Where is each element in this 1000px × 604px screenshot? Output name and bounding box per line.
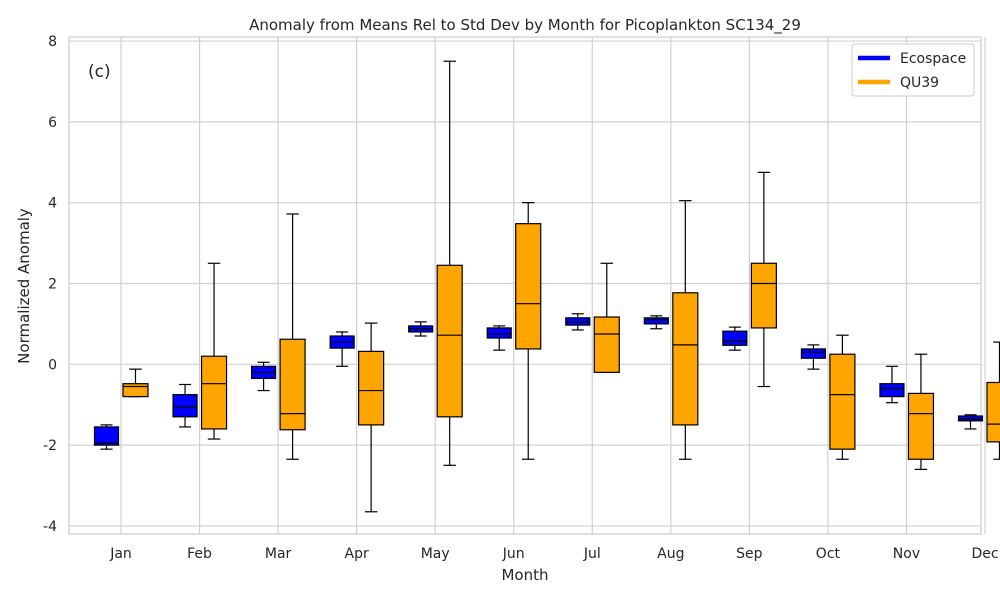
x-tick-label: Apr	[345, 546, 369, 562]
box-body	[594, 317, 619, 372]
box-body	[987, 382, 1000, 441]
y-tick-label: 4	[48, 196, 57, 212]
legend: Ecospace QU39	[852, 44, 974, 96]
box-body	[95, 427, 119, 445]
x-tick-label: Mar	[265, 546, 292, 562]
x-tick-label: May	[421, 546, 450, 562]
box-body	[801, 349, 825, 358]
box-body	[487, 328, 511, 338]
box-body	[880, 384, 904, 397]
y-tick-label: 6	[48, 115, 57, 131]
box-qu39-dec	[987, 342, 1000, 459]
x-tick-label: Jul	[583, 546, 601, 562]
y-tick-label: 0	[48, 357, 57, 373]
chart-title: Anomaly from Means Rel to Std Dev by Mon…	[249, 16, 801, 35]
box-body	[644, 318, 668, 324]
y-tick-label: -4	[43, 519, 57, 535]
box-body	[173, 395, 197, 417]
y-axis-label: Normalized Anomaly	[15, 208, 33, 364]
x-tick-label: Oct	[816, 546, 841, 562]
panel-label: (c)	[88, 62, 111, 82]
legend-label-qu39: QU39	[900, 75, 939, 91]
x-tick-label: Aug	[657, 546, 684, 562]
y-tick-label: 2	[48, 276, 57, 292]
box-ecospace-jan	[95, 425, 119, 449]
box-body	[751, 263, 776, 328]
legend-label-ecospace: Ecospace	[900, 51, 966, 67]
x-tick-label: Jan	[109, 546, 132, 562]
y-tick-label: -2	[43, 438, 57, 454]
box-body	[437, 265, 462, 417]
box-body	[673, 293, 698, 425]
box-body	[359, 351, 384, 425]
x-tick-label: Dec	[971, 546, 998, 562]
y-tick-label: 8	[48, 34, 57, 50]
box-body	[516, 224, 541, 349]
box-body	[202, 356, 227, 429]
box-qu39-oct	[830, 335, 855, 459]
box-body	[280, 339, 305, 430]
x-tick-label: Nov	[893, 546, 920, 562]
x-axis-label: Month	[501, 566, 548, 584]
box-body	[723, 331, 747, 345]
box-body	[830, 354, 855, 449]
x-tick-label: Feb	[187, 546, 212, 562]
box-body	[908, 393, 933, 459]
x-tick-label: Jun	[502, 546, 525, 562]
box-body	[123, 384, 148, 397]
x-tick-label: Sep	[736, 546, 763, 562]
